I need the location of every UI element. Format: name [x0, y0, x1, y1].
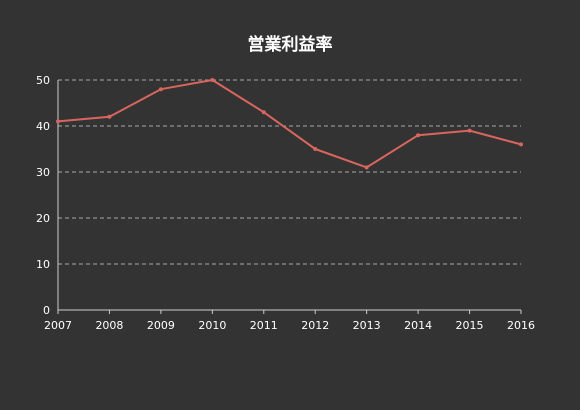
x-tick-label: 2008 — [95, 319, 123, 332]
x-tick-label: 2009 — [147, 319, 175, 332]
data-point — [416, 133, 421, 138]
data-point — [158, 87, 163, 92]
y-tick-label: 20 — [36, 212, 50, 225]
x-tick-label: 2016 — [507, 319, 535, 332]
x-tick-label: 2010 — [198, 319, 226, 332]
data-point — [107, 114, 112, 119]
data-point — [519, 142, 523, 147]
data-point — [467, 128, 472, 133]
data-point — [56, 119, 60, 124]
x-tick-label: 2015 — [456, 319, 484, 332]
x-tick-label: 2014 — [404, 319, 432, 332]
data-point — [210, 78, 215, 82]
chart-title: 営業利益率 — [247, 35, 333, 55]
x-tick-label: 2012 — [301, 319, 329, 332]
x-tick-label: 2011 — [250, 319, 278, 332]
y-tick-label: 0 — [43, 304, 50, 317]
data-point — [313, 147, 318, 151]
y-tick-label: 50 — [36, 74, 50, 87]
y-tick-label: 30 — [36, 166, 50, 179]
x-tick-label: 2013 — [353, 319, 381, 332]
y-tick-label: 10 — [36, 258, 50, 271]
data-point — [364, 165, 369, 170]
data-point — [261, 110, 266, 115]
series-line — [57, 79, 522, 169]
x-tick-label: 2007 — [44, 319, 72, 332]
y-tick-label: 40 — [36, 120, 50, 133]
